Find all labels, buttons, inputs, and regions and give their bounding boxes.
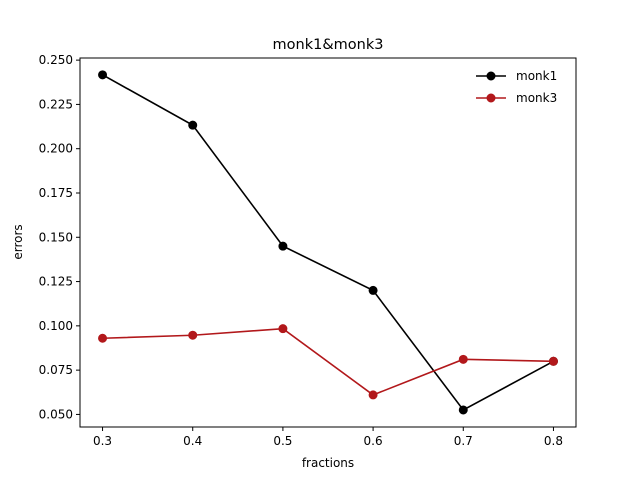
y-tick-label: 0.100 xyxy=(39,319,73,333)
data-point-monk1 xyxy=(98,70,108,80)
legend-label-monk1: monk1 xyxy=(516,69,557,83)
data-point-monk3 xyxy=(278,324,288,334)
y-tick-label: 0.075 xyxy=(39,363,73,377)
plot-area: 0.3 0.4 0.5 0.6 0.7 0.8 0.050 0.075 0.100 0.125 0.… xyxy=(39,53,577,448)
data-point-monk3 xyxy=(98,333,108,343)
x-tick-label: 0.4 xyxy=(183,434,202,448)
x-axis-label: fractions xyxy=(302,456,354,470)
chart-title: monk1&monk3 xyxy=(273,37,384,53)
data-point-monk3 xyxy=(368,390,378,400)
data-point-monk1 xyxy=(188,120,198,130)
x-tick-label: 0.6 xyxy=(364,434,383,448)
y-tick-label: 0.050 xyxy=(39,407,73,421)
series-line-monk3 xyxy=(102,327,554,396)
data-point-monk1 xyxy=(278,241,288,251)
x-tick-label: 0.7 xyxy=(454,434,473,448)
y-tick-label: 0.250 xyxy=(39,53,73,67)
y-tick-label: 0.200 xyxy=(39,142,73,156)
legend-marker-monk1 xyxy=(486,71,496,81)
y-tick-label: 0.125 xyxy=(39,275,73,289)
data-point-monk1 xyxy=(458,405,468,415)
y-tick-label: 0.175 xyxy=(39,186,73,200)
x-tick-label: 0.3 xyxy=(93,434,112,448)
y-tick-label: 0.150 xyxy=(39,230,73,244)
data-point-monk3 xyxy=(548,356,558,366)
data-point-monk3 xyxy=(188,330,198,340)
data-point-monk1 xyxy=(368,285,378,295)
axes-frame xyxy=(79,57,577,428)
legend-marker-monk3 xyxy=(486,93,496,103)
y-axis-label: errors xyxy=(11,224,25,259)
data-point-monk3 xyxy=(458,354,468,364)
legend-label-monk3: monk3 xyxy=(516,91,557,105)
series-line-monk1 xyxy=(102,74,554,412)
x-tick-label: 0.8 xyxy=(544,434,563,448)
legend: monk1 monk3 xyxy=(476,69,557,105)
y-tick-label: 0.225 xyxy=(39,97,73,111)
x-tick-label: 0.5 xyxy=(273,434,292,448)
